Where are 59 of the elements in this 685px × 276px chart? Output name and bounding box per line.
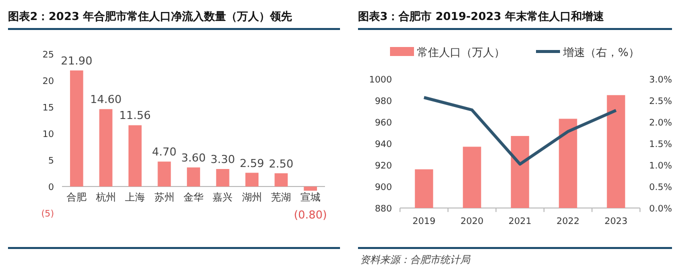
y-tick-label: 980: [374, 97, 392, 107]
data-label: 21.90: [60, 54, 92, 68]
x-tick-label: 2023: [604, 217, 628, 227]
y2-tick-label: 2.5%: [649, 97, 672, 107]
y-tick-label: 940: [374, 140, 392, 150]
y-tick-label: 15: [42, 104, 54, 114]
bar: [99, 109, 112, 186]
y2-tick-label: 3.0%: [649, 76, 672, 86]
data-label: (0.80): [294, 208, 327, 222]
y-tick-label: 1000: [369, 76, 392, 86]
y-tick-label: 960: [374, 118, 392, 128]
legend-label: 增速（右，%）: [562, 46, 640, 59]
x-tick-label: 杭州: [94, 192, 116, 204]
x-tick-label: 苏州: [154, 192, 174, 204]
data-label: 11.56: [119, 109, 151, 122]
y-tick-label: 10: [42, 130, 54, 140]
data-label: 14.60: [90, 93, 122, 106]
y2-tick-label: 0.5%: [649, 183, 672, 193]
x-tick-label: 2022: [556, 217, 580, 227]
y-tick-label: 920: [374, 162, 392, 172]
data-label: 3.30: [210, 153, 235, 166]
x-tick-label: 2019: [412, 217, 436, 227]
bar: [128, 125, 142, 186]
y2-tick-label: 1.0%: [649, 162, 672, 172]
bar: [245, 172, 259, 186]
y-tick-label: 880: [374, 204, 392, 214]
x-tick-label: 嘉兴: [212, 192, 233, 204]
chart-title: 图表3：合肥市 2019-2023 年末常住人口和增速: [358, 10, 606, 23]
y-tick-label: 20: [42, 77, 54, 87]
y-tick-label: 5: [48, 156, 54, 166]
x-tick-label: 芜湖: [271, 192, 292, 204]
x-tick-label: 金华: [184, 192, 204, 204]
x-tick-label: 2021: [508, 217, 532, 227]
chart-title: 图表2：2023 年合肥市常住人口净流入数量（万人）领先: [8, 10, 292, 23]
y-tick-label: 900: [374, 183, 392, 193]
bar: [186, 167, 200, 186]
data-label: 3.60: [181, 151, 206, 164]
y2-tick-label: 1.5%: [649, 140, 672, 150]
x-tick-label: 合肥: [66, 192, 87, 204]
x-tick-label: 2020: [460, 217, 484, 227]
bar: [216, 169, 230, 186]
bar: [304, 186, 317, 191]
x-tick-label: 宣城: [300, 192, 320, 204]
y-tick-label: (5): [41, 210, 54, 220]
data-label: 2.50: [268, 157, 294, 170]
line-series: [422, 96, 618, 166]
text: 资料来源：合肥市统计局: [360, 254, 471, 266]
data-label: 2.59: [240, 156, 264, 170]
bar: [158, 162, 171, 186]
x-tick-label: 湖州: [242, 192, 262, 204]
y2-tick-label: 2.0%: [649, 118, 672, 128]
data-label: 4.70: [152, 146, 177, 159]
legend-label: 常住人口（万人）: [417, 46, 505, 59]
bar: [70, 70, 84, 186]
y2-tick-label: 0.0%: [649, 204, 672, 214]
y-tick-label: 25: [42, 50, 54, 60]
y-tick-label: 0: [48, 183, 54, 193]
bar: [274, 173, 288, 186]
x-tick-label: 上海: [125, 192, 146, 204]
